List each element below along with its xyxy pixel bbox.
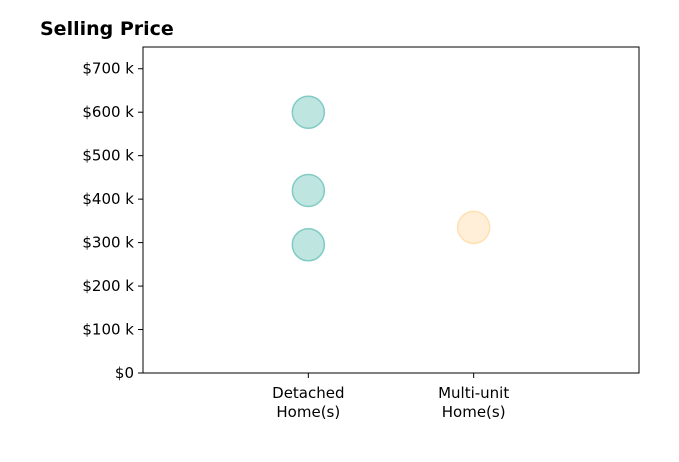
y-tick-label: $500 k	[82, 147, 134, 165]
y-tick-label: $0	[115, 364, 134, 382]
chart-title: Selling Price	[40, 18, 174, 40]
x-tick-label: Detached Home(s)	[272, 384, 344, 421]
x-tick-label-line: Home(s)	[276, 403, 340, 421]
plot-frame	[142, 46, 640, 374]
point	[291, 173, 326, 208]
y-tick-label: $700 k	[82, 60, 134, 78]
point	[456, 210, 491, 245]
y-tick-label: $200 k	[82, 277, 134, 295]
y-tick-label: $300 k	[82, 234, 134, 252]
point	[291, 228, 326, 262]
x-tick-label-line: Detached	[272, 384, 344, 402]
y-tick-label: $600 k	[82, 103, 134, 121]
x-tick-label: Multi-unit Home(s)	[438, 384, 509, 421]
x-tick-label-line: Home(s)	[442, 403, 506, 421]
point	[291, 95, 326, 129]
y-tick-label: $400 k	[82, 190, 134, 208]
x-tick-label-line: Multi-unit	[438, 384, 509, 402]
y-tick-label: $100 k	[82, 321, 134, 339]
